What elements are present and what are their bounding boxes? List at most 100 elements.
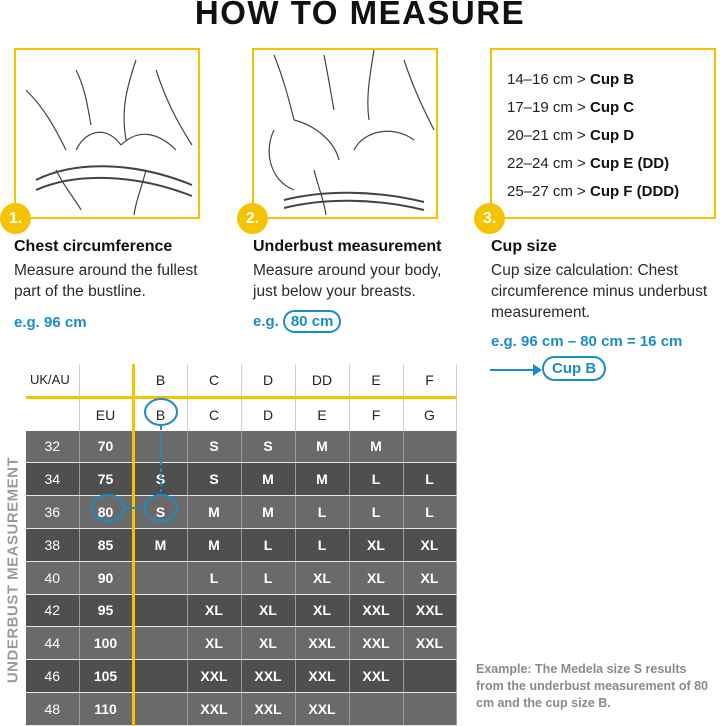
table-row: 40 90 L L XL XL XL [26, 561, 457, 595]
eu-band: 90 [79, 561, 135, 595]
size-cell: L [403, 495, 457, 529]
step-2-title: Underbust measurement [253, 238, 442, 255]
eu-header-row: EU B C D E F G [26, 397, 457, 431]
size-cell: XXL [349, 594, 404, 628]
example-note: Example: The Medela size S results from … [476, 662, 708, 710]
cup-list-item: 22–24 cm > Cup E (DD) [507, 155, 670, 172]
size-cell [133, 594, 188, 628]
size-cell: XXL [403, 594, 457, 628]
size-cell [403, 692, 457, 726]
underbust-axis-label-text: UNDERBUST MEASUREMENT [4, 456, 22, 684]
eu-band: 100 [79, 626, 135, 661]
size-cell [133, 692, 188, 726]
eu-band: 95 [79, 594, 135, 628]
cup-list-item: 20–21 cm > Cup D [507, 127, 635, 144]
uk-cup-header: E [349, 364, 404, 399]
eu-band: 70 [79, 430, 135, 464]
size-cell: XL [187, 626, 242, 661]
underbust-axis-label: UNDERBUST MEASUREMENT [2, 430, 24, 710]
eu-cup-header: B [133, 397, 188, 431]
step-1-text: Measure around the fullest part of the b… [14, 262, 198, 300]
size-cell: L [187, 561, 242, 595]
size-cell [403, 659, 457, 693]
cup-result: Cup B [542, 356, 607, 381]
page-title: HOW TO MEASURE [194, 0, 526, 31]
size-table: UK/AU B C D DD E F EU B C D E F G 32 70 S… [26, 364, 457, 726]
uk-cup-header: C [187, 364, 242, 399]
size-cell: XL [349, 528, 404, 562]
size-cell: S [187, 430, 242, 464]
size-cell: XL [349, 561, 404, 595]
size-cell: M [349, 430, 404, 464]
uk-band: 46 [26, 659, 80, 693]
step-2-example-prefix: e.g. [253, 313, 279, 330]
size-cell: XL [403, 528, 457, 562]
size-cell: M [241, 462, 296, 497]
uk-band: 36 [26, 495, 80, 529]
step-3-example: e.g. 96 cm – 80 cm = 16 cm [491, 333, 683, 350]
size-cell: XL [295, 561, 350, 595]
size-cell: M [295, 430, 350, 464]
uk-band: 34 [26, 462, 80, 497]
size-cell: XXL [403, 626, 457, 661]
step-3-badge: 3. [474, 203, 505, 234]
uk-band: 48 [26, 692, 80, 726]
eu-band: 85 [79, 528, 135, 562]
step-2-example-value: 80 cm [282, 310, 342, 333]
uk-cup-header: DD [295, 364, 350, 399]
step-1-badge: 1. [0, 203, 31, 234]
size-cell: L [241, 528, 296, 562]
table-row: 46 105 XXL XXL XXL XXL [26, 659, 457, 693]
size-cell: XXL [295, 659, 350, 693]
step-1-example: e.g. 96 cm [14, 314, 87, 331]
size-cell: XXL [295, 626, 350, 661]
uk-cup-header: F [403, 364, 457, 399]
step-3-title: Cup size [491, 238, 557, 255]
size-cell: XL [241, 626, 296, 661]
uk-band: 44 [26, 626, 80, 661]
table-row: 44 100 XL XL XXL XXL XXL [26, 626, 457, 661]
size-cell: XL [403, 561, 457, 595]
step-3-text: Cup size calculation: Chest circumferenc… [491, 262, 708, 321]
size-cell [403, 430, 457, 464]
uk-au-label: UK/AU [26, 364, 80, 399]
size-cell: XXL [241, 692, 296, 726]
size-cell: L [349, 462, 404, 497]
underbust-illustration [252, 48, 438, 219]
size-cell: S [133, 495, 188, 529]
uk-cup-header: B [133, 364, 188, 399]
size-cell: S [133, 462, 188, 497]
size-cell: XL [295, 594, 350, 628]
step-2-badge: 2. [237, 203, 268, 234]
cup-size-panel [490, 48, 716, 219]
uk-header-row: UK/AU B C D DD E F [26, 364, 457, 399]
size-cell [133, 659, 188, 693]
eu-band: 75 [79, 462, 135, 497]
eu-cup-header: F [349, 397, 404, 431]
size-cell: L [295, 495, 350, 529]
size-cell: S [187, 462, 242, 497]
size-cell: M [133, 528, 188, 562]
size-cell: S [241, 430, 296, 464]
eu-band: 105 [79, 659, 135, 693]
size-cell: L [403, 462, 457, 497]
cup-list-item: 25–27 cm > Cup F (DDD) [507, 183, 680, 200]
eu-cup-header: C [187, 397, 242, 431]
eu-label: EU [79, 397, 135, 431]
table-row: 38 85 M M L L XL XL [26, 528, 457, 562]
uk-band: 32 [26, 430, 80, 464]
eu-band: 110 [79, 692, 135, 726]
size-cell [133, 626, 188, 661]
size-cell [133, 430, 188, 464]
size-cell: M [187, 528, 242, 562]
cup-list-item: 14–16 cm > Cup B [507, 71, 635, 88]
step-1-title: Chest circumference [14, 238, 173, 255]
table-row: 48 110 XXL XXL XXL [26, 692, 457, 726]
size-cell: XXL [349, 626, 404, 661]
step-2-text: Measure around your body, just below you… [253, 262, 442, 300]
size-cell: XXL [349, 659, 404, 693]
uk-band: 42 [26, 594, 80, 628]
eu-cup-header: D [241, 397, 296, 431]
size-cell: XXL [241, 659, 296, 693]
step-2-example: e.g. 80 cm [253, 310, 342, 333]
